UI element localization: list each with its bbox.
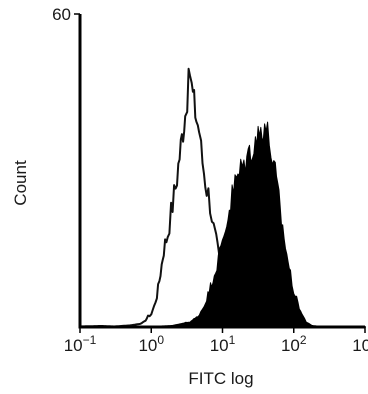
x-tick-label: 101 [210, 333, 236, 355]
x-axis-label: FITC log [188, 369, 253, 388]
x-tick-label: 10−1 [64, 333, 97, 355]
y-tick-label: 60 [52, 5, 71, 24]
y-axis-label: Count [11, 160, 30, 206]
series-layer [79, 67, 366, 328]
x-tick-label: 102 [281, 333, 307, 355]
tick-layer: 10−1 100 101 102 103 60 [52, 5, 368, 355]
x-tick-label: 100 [138, 333, 164, 355]
x-tick-label: 103 [352, 333, 368, 355]
filled-histogram-series [79, 121, 366, 328]
